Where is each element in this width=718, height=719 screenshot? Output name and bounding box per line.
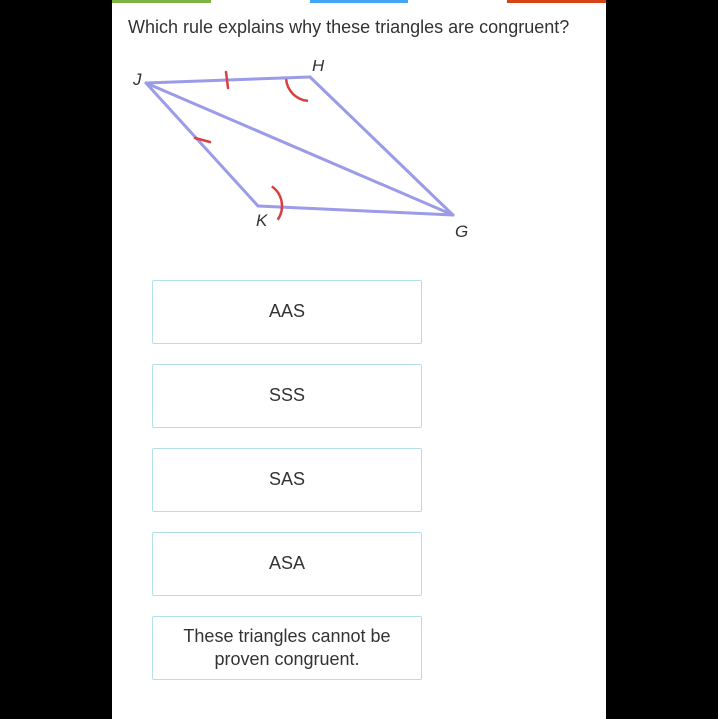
option-aas[interactable]: AAS <box>152 280 422 344</box>
bar-segment-4 <box>408 0 507 3</box>
top-color-bar <box>112 0 606 3</box>
option-cannot-prove[interactable]: These triangles cannot be proven congrue… <box>152 616 422 680</box>
svg-text:G: G <box>455 222 468 241</box>
content-area: Which rule explains why these triangles … <box>112 0 606 719</box>
option-sas[interactable]: SAS <box>152 448 422 512</box>
svg-text:H: H <box>312 60 325 75</box>
option-sss[interactable]: SSS <box>152 364 422 428</box>
bar-segment-1 <box>112 0 211 3</box>
bar-segment-3 <box>310 0 409 3</box>
svg-text:K: K <box>256 211 268 230</box>
option-asa[interactable]: ASA <box>152 532 422 596</box>
svg-text:J: J <box>132 70 142 89</box>
diagram-svg: J H K G <box>128 60 488 250</box>
answer-options: AAS SSS SAS ASA These triangles cannot b… <box>152 280 590 680</box>
question-text: Which rule explains why these triangles … <box>128 15 590 40</box>
bar-segment-2 <box>211 0 310 3</box>
triangle-diagram: J H K G <box>128 60 488 250</box>
bar-segment-5 <box>507 0 606 3</box>
